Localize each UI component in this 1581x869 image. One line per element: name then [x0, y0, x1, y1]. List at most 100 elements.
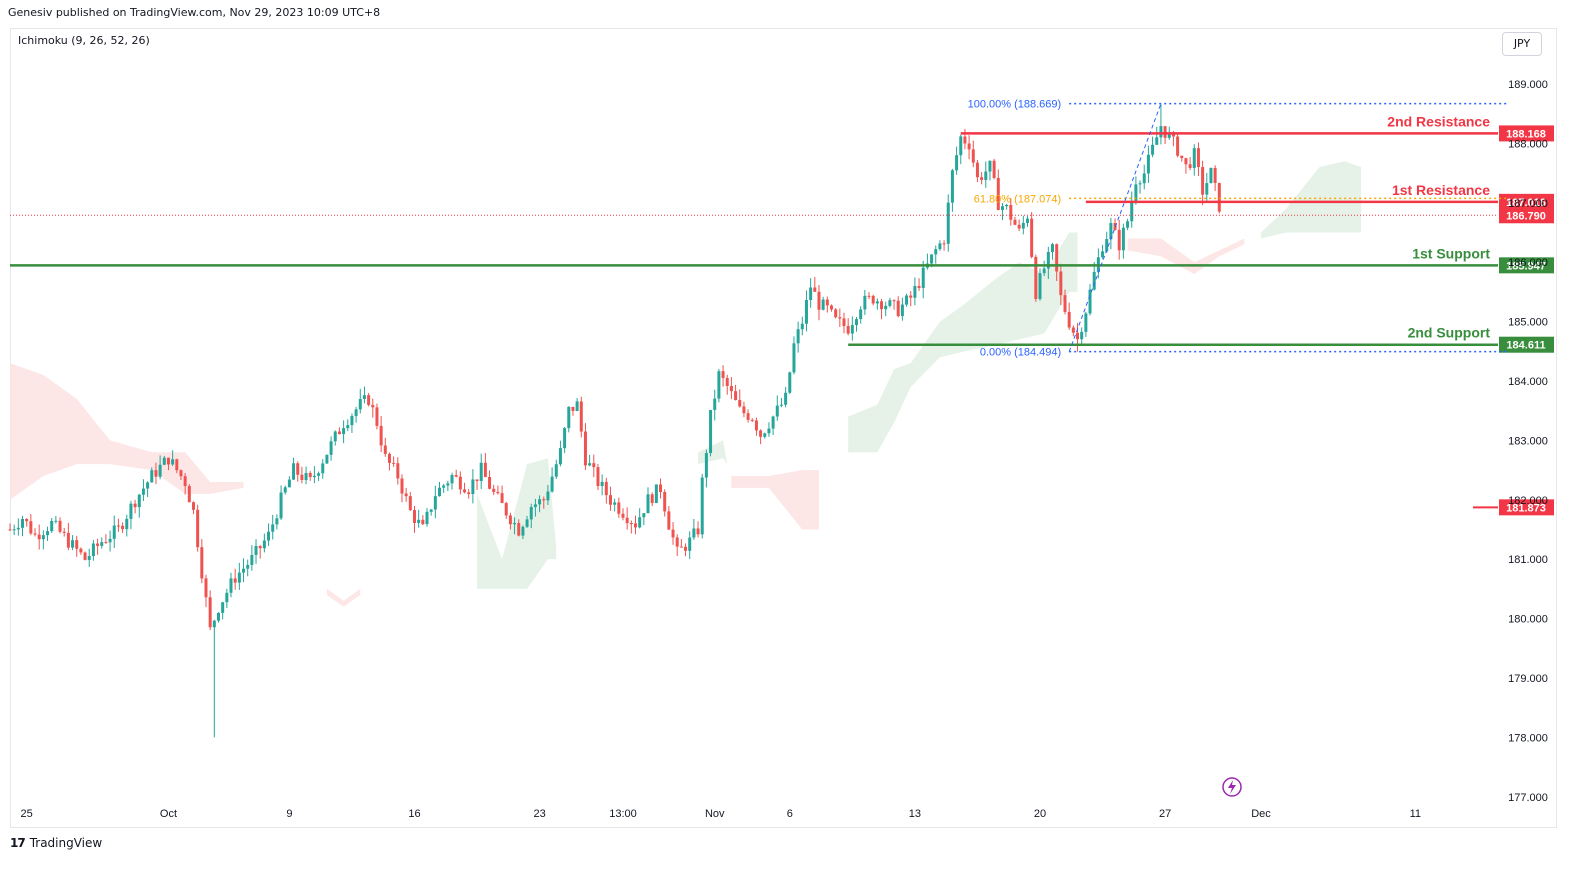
time-axis-tick: 11 — [1410, 808, 1421, 820]
candle-bearish — [1009, 204, 1013, 220]
candle-bullish — [809, 287, 813, 301]
candle-bullish — [129, 503, 133, 519]
candle-bearish — [458, 476, 462, 490]
cloud-bearish-segment — [10, 363, 244, 500]
candle-bullish — [800, 323, 804, 330]
current-price-tag — [1499, 208, 1554, 224]
candle-bearish — [1071, 327, 1075, 333]
candle-bullish — [450, 475, 454, 484]
candle-bearish — [1213, 167, 1217, 183]
candle-bearish — [1076, 332, 1080, 340]
candle-bullish — [1005, 204, 1009, 207]
candle-bearish — [400, 478, 404, 494]
candle-bullish — [788, 372, 792, 393]
candle-bullish — [1167, 133, 1171, 138]
candle-bullish — [438, 487, 442, 497]
candle-bullish — [558, 448, 562, 465]
candle-bullish — [1084, 313, 1088, 332]
candle-bullish — [362, 395, 366, 400]
candle-bullish — [588, 463, 592, 466]
candle-bullish — [959, 136, 963, 156]
candle-bullish — [859, 309, 863, 320]
candle-bearish — [75, 540, 79, 549]
time-axis-tick: 23 — [533, 808, 545, 820]
currency-selector[interactable]: JPY — [1502, 32, 1542, 56]
candle-bearish — [742, 406, 746, 414]
lightning-icon[interactable] — [1222, 777, 1242, 797]
candle-bullish — [125, 518, 129, 530]
candle-bullish — [1126, 221, 1130, 228]
candle-bullish — [425, 511, 429, 525]
price-tag-value: 188.168 — [1506, 128, 1546, 140]
price-tag-value: 185.947 — [1506, 260, 1546, 272]
cloud-bearish-segment — [731, 470, 819, 530]
candle-bearish — [392, 462, 396, 464]
candle-bullish — [112, 525, 116, 539]
candle-bearish — [971, 149, 975, 163]
candle-bearish — [963, 136, 967, 144]
candle-bullish — [292, 463, 296, 480]
candle-bearish — [1034, 256, 1038, 299]
candle-bearish — [421, 519, 425, 525]
candle-bearish — [179, 470, 183, 477]
candle-bullish — [342, 428, 346, 435]
candle-bearish — [838, 317, 842, 319]
candle-bearish — [617, 502, 621, 514]
candle-bullish — [946, 202, 950, 244]
time-axis-tick: 9 — [286, 808, 292, 820]
candle-bullish — [1051, 244, 1054, 252]
candle-bullish — [1151, 144, 1155, 155]
candle-bearish — [684, 546, 688, 551]
candle-bearish — [200, 547, 204, 579]
candle-bearish — [1163, 126, 1167, 138]
candle-bearish — [208, 597, 212, 628]
candle-bullish — [46, 531, 50, 536]
candle-bearish — [454, 475, 458, 477]
candle-bearish — [33, 533, 37, 535]
candle-bullish — [242, 568, 246, 573]
indicator-legend[interactable]: Ichimoku (9, 26, 52, 26) — [18, 34, 150, 47]
candle-bullish — [1105, 239, 1109, 252]
fib-level-label: 100.00% (188.669) — [968, 99, 1062, 111]
candle-bullish — [275, 518, 279, 525]
price-axis-tick: 185.000 — [1508, 317, 1548, 329]
cloud-bullish-segment — [698, 440, 728, 465]
candle-bearish — [992, 160, 996, 178]
cloud-bullish-segment — [848, 232, 1078, 453]
candle-bullish — [1121, 227, 1125, 251]
candle-bearish — [867, 295, 871, 297]
candle-bearish — [967, 143, 971, 150]
candle-bearish — [1013, 219, 1017, 225]
candle-bullish — [271, 524, 275, 532]
candle-bullish — [642, 513, 646, 518]
current-price-value: 186.790 — [1506, 210, 1546, 222]
candle-bearish — [1117, 229, 1121, 251]
candle-bullish — [784, 392, 788, 405]
candle-bullish — [254, 545, 258, 555]
candle-bullish — [1038, 273, 1042, 299]
candle-bearish — [175, 459, 179, 471]
price-tag — [1499, 193, 1554, 210]
candle-bullish — [1092, 271, 1096, 290]
candle-bearish — [729, 386, 733, 392]
candle-bearish — [892, 300, 896, 302]
cloud-bullish-segment — [1261, 161, 1362, 239]
candle-bullish — [930, 254, 934, 264]
footer-brand[interactable]: 𝟭𝟳 TradingView — [10, 836, 102, 850]
candle-bearish — [1067, 311, 1071, 328]
time-axis-tick: 27 — [1159, 808, 1171, 820]
candle-bearish — [367, 395, 371, 405]
candle-bullish — [950, 170, 954, 203]
candle-bearish — [721, 371, 725, 378]
candle-bearish — [371, 404, 375, 408]
candle-bullish — [875, 301, 879, 304]
candle-bullish — [221, 602, 225, 613]
candle-bearish — [917, 286, 921, 288]
candle-bearish — [62, 531, 66, 533]
price-tag — [1499, 336, 1554, 353]
candle-bullish — [888, 300, 892, 306]
candle-bullish — [821, 299, 825, 310]
candle-bullish — [850, 325, 854, 334]
candle-bullish — [654, 484, 658, 503]
